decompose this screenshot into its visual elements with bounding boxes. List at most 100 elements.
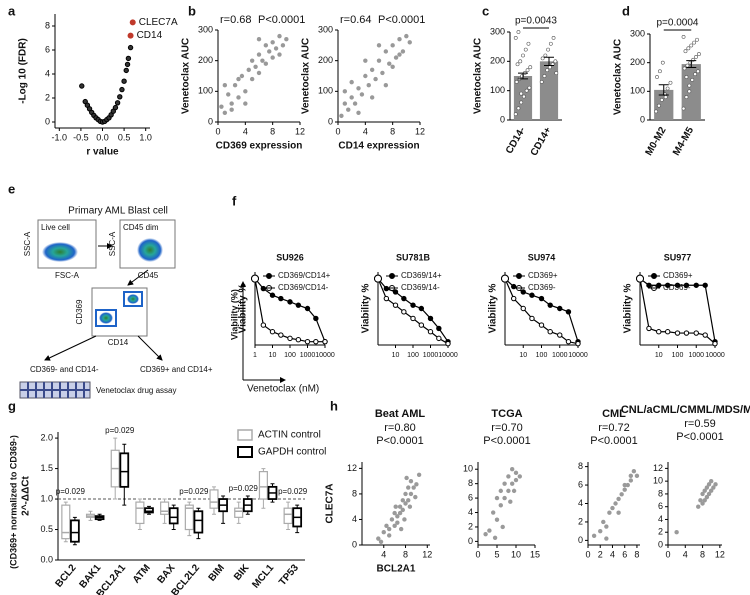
point [260, 58, 265, 63]
y-tick-label: 0 [468, 536, 473, 546]
point [376, 43, 382, 48]
annotation: P<0.0001 [376, 435, 423, 447]
x-tick-label: 8 [390, 126, 395, 136]
box [144, 507, 154, 514]
point [515, 62, 520, 67]
point [342, 89, 348, 94]
point [494, 495, 500, 501]
y-tick-label: 4 [578, 498, 583, 508]
axis-label: CD14 [108, 338, 129, 347]
y-tick-label: 0 [500, 114, 505, 124]
point [403, 501, 408, 506]
point [392, 302, 399, 308]
point [709, 478, 714, 484]
chart-title: SU926 [276, 252, 304, 262]
x-tick-label: 1000 [423, 352, 439, 359]
x-tick-label: 100 [284, 352, 296, 359]
x-tick-label: 1 [253, 352, 257, 359]
point [656, 282, 662, 288]
point [269, 329, 276, 335]
point [342, 101, 348, 106]
y-tick-label: 1.0 [40, 493, 53, 503]
point [506, 488, 511, 494]
point [494, 517, 500, 522]
point [395, 520, 400, 525]
point [697, 52, 701, 56]
y-tick-label: 0.5 [40, 524, 53, 534]
point [400, 498, 405, 503]
point [393, 504, 398, 509]
point [546, 47, 550, 52]
point [280, 43, 286, 48]
legend-label: GAPDH control [258, 447, 326, 458]
y-tick-label: 200 [198, 55, 213, 65]
point [380, 70, 385, 76]
y-tick-label: 10 [463, 464, 473, 474]
point [543, 53, 548, 58]
point [508, 499, 513, 504]
point [601, 519, 606, 525]
point [575, 340, 581, 347]
point [683, 330, 690, 336]
y-tick-label: 2 [578, 516, 583, 526]
point [696, 69, 700, 74]
point [700, 501, 705, 506]
point [683, 282, 690, 288]
x-tick-label: 4 [610, 549, 615, 559]
point [704, 485, 710, 490]
point [689, 43, 694, 48]
annotation: P<0.0001 [258, 14, 305, 26]
chart-title: TCGA [491, 408, 522, 420]
x-tick-label: 4 [363, 126, 368, 136]
point [487, 528, 492, 533]
point [521, 53, 525, 58]
y-axis-label-2: Viability (%) [229, 289, 239, 340]
point [557, 305, 563, 312]
y-tick-label: 0 [640, 114, 645, 124]
point [511, 488, 517, 494]
x-tick-label: 10 [519, 352, 527, 359]
point [267, 49, 272, 54]
point [222, 110, 228, 116]
box [61, 504, 71, 540]
point [687, 83, 692, 88]
point [684, 95, 689, 99]
point [287, 299, 293, 305]
y-tick-label: 0 [352, 539, 357, 549]
y-axis-label: Viability % [488, 283, 499, 333]
y-tick-label: 12 [347, 463, 357, 473]
y-tick-label: 0 [45, 116, 50, 126]
point [392, 289, 399, 295]
point [390, 64, 395, 70]
point [416, 472, 422, 477]
legend-swatch [237, 446, 253, 458]
y-tick-label: 0 [578, 535, 583, 545]
x-tick-label: 10 [511, 549, 521, 559]
legend-label: CD369+ [528, 271, 558, 280]
chart-title: SU781B [396, 252, 431, 262]
point [251, 274, 259, 283]
point [304, 305, 311, 312]
y-tick-label: 6 [578, 479, 583, 489]
chart-title: SU974 [528, 252, 556, 262]
annotation: r=0.64 [340, 14, 372, 26]
annotation: r=0.59 [684, 418, 716, 430]
chart-title: Beat AML [375, 408, 426, 420]
point [693, 282, 699, 288]
point [374, 274, 382, 283]
point [436, 335, 442, 342]
point [646, 282, 652, 288]
legend-label: ACTIN control [258, 430, 321, 441]
group-label: CD369- and CD14- [30, 365, 99, 374]
point [411, 485, 416, 490]
legend-swatch [237, 429, 253, 441]
point [270, 40, 275, 45]
annotation: P<0.0001 [378, 14, 425, 26]
point [418, 322, 425, 328]
point [539, 79, 544, 84]
y-tick-label: 10 [653, 476, 663, 486]
y-axis-label: Venetoclax AUC [301, 38, 312, 114]
box [283, 507, 293, 525]
x-tick-label: 1000 [688, 352, 704, 359]
y-tick-label: 4 [658, 514, 663, 524]
